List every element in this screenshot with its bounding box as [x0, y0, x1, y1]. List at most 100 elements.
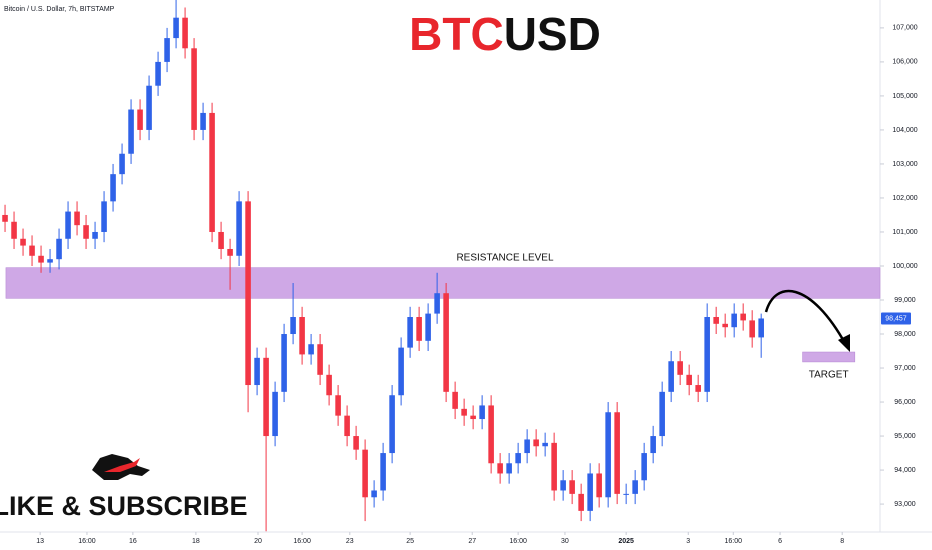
- x-tick-label: 16:00: [725, 538, 743, 545]
- candle-body: [137, 109, 143, 130]
- candle-body: [38, 255, 44, 263]
- candle-body: [92, 231, 98, 239]
- candle-body: [344, 415, 350, 437]
- candle-body: [479, 405, 485, 420]
- candle-body: [317, 344, 323, 375]
- forecast-arrow: [764, 289, 848, 346]
- last-price-box: [881, 312, 911, 325]
- candle-body: [299, 317, 305, 355]
- candle-body: [551, 442, 557, 491]
- candle-body: [272, 391, 278, 437]
- candle-body: [434, 293, 440, 314]
- candle-body: [218, 231, 224, 249]
- candle-body: [632, 480, 638, 494]
- candle-body: [731, 313, 737, 328]
- candle-body: [65, 211, 71, 239]
- candle-body: [695, 385, 701, 392]
- candle-body: [11, 221, 17, 239]
- y-tick-label: 96,000: [894, 399, 916, 406]
- x-tick-label: 16: [129, 538, 137, 545]
- candle-body: [758, 318, 764, 338]
- zone: [802, 351, 856, 363]
- y-tick-label: 102,000: [892, 195, 917, 202]
- candle-body: [587, 473, 593, 511]
- y-tick-label: 106,000: [892, 59, 917, 66]
- candle-body: [614, 412, 620, 494]
- candle-body: [470, 415, 476, 420]
- x-tick-label: 16:00: [293, 538, 311, 545]
- title-part: BTC: [409, 8, 504, 60]
- candle-body: [74, 211, 80, 226]
- candle-body: [173, 17, 179, 39]
- x-tick-label: 20: [254, 538, 262, 545]
- y-tick-label: 95,000: [894, 433, 916, 440]
- candle-body: [110, 174, 116, 202]
- candle-body: [389, 395, 395, 454]
- candle-body: [182, 17, 188, 49]
- x-tick-label: 23: [346, 538, 354, 545]
- x-tick-label: 30: [561, 538, 569, 545]
- candle-body: [641, 453, 647, 481]
- candle-body: [281, 334, 287, 392]
- y-tick-label: 101,000: [892, 229, 917, 236]
- candle-body: [677, 361, 683, 375]
- x-tick-label: 13: [36, 538, 44, 545]
- candle-body: [164, 38, 170, 62]
- y-tick-label: 94,000: [894, 467, 916, 474]
- candle-body: [713, 317, 719, 324]
- candle-body: [308, 344, 314, 355]
- candle-body: [497, 463, 503, 474]
- candle-body: [155, 61, 161, 86]
- candle-body: [560, 480, 566, 491]
- candle-body: [236, 201, 242, 256]
- candle-body: [569, 480, 575, 494]
- candle-body: [101, 201, 107, 232]
- candle-body: [20, 238, 26, 246]
- candle-body: [416, 317, 422, 341]
- y-tick-label: 99,000: [894, 297, 916, 304]
- x-tick-label: 6: [778, 538, 782, 545]
- y-tick-label: 107,000: [892, 25, 917, 32]
- candle-body: [209, 112, 215, 232]
- candle-body: [740, 313, 746, 321]
- candle-body: [659, 391, 665, 437]
- zone-label: RESISTANCE LEVEL: [456, 252, 554, 263]
- candle-body: [506, 463, 512, 474]
- candle-body: [191, 48, 197, 130]
- y-tick-label: 105,000: [892, 93, 917, 100]
- x-tick-label: 27: [468, 538, 476, 545]
- candle-body: [578, 493, 584, 511]
- candle-body: [749, 320, 755, 338]
- candle-body: [371, 490, 377, 498]
- x-tick-label: 2025: [618, 538, 634, 545]
- x-tick-label: 18: [192, 538, 200, 545]
- candle-body: [29, 245, 35, 256]
- candle-body: [605, 412, 611, 498]
- x-tick-label: 8: [840, 538, 844, 545]
- candle-body: [146, 85, 152, 130]
- candle-body: [443, 293, 449, 392]
- candle-body: [47, 259, 53, 263]
- bull-arrow: [104, 458, 140, 472]
- candle-body: [2, 214, 8, 222]
- candle-body: [362, 449, 368, 498]
- candle-body: [335, 395, 341, 416]
- zone: [5, 267, 881, 299]
- candle-body: [650, 436, 656, 454]
- y-tick-label: 98,000: [894, 331, 916, 338]
- candle-body: [533, 439, 539, 447]
- candle-body: [263, 357, 269, 437]
- candle-body: [515, 453, 521, 464]
- y-tick-label: 103,000: [892, 161, 917, 168]
- candle-body: [227, 248, 233, 256]
- source: Bitcoin / U.S. Dollar, 7h, BITSTAMP: [4, 6, 115, 13]
- candle-body: [686, 374, 692, 386]
- candle-body: [200, 112, 206, 130]
- x-tick-label: 16:00: [509, 538, 527, 545]
- candle-body: [119, 153, 125, 175]
- candle-body: [704, 317, 710, 392]
- candle-body: [668, 361, 674, 392]
- candle-body: [524, 439, 530, 454]
- x-tick-label: 16:00: [78, 538, 96, 545]
